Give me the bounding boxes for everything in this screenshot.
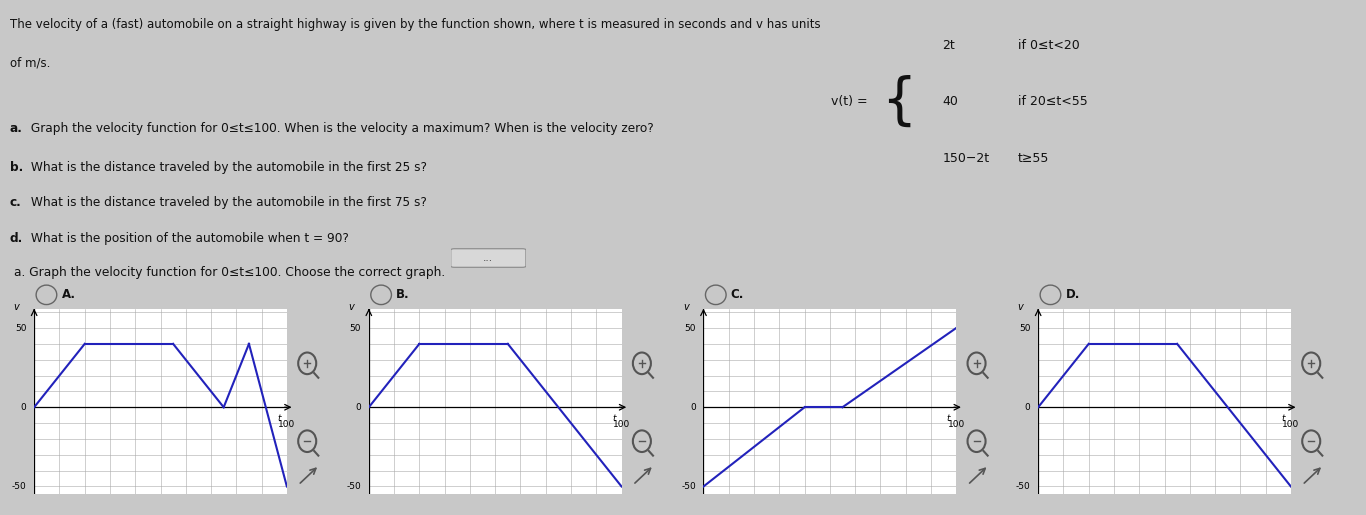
Text: -50: -50 [347, 482, 361, 491]
Text: of m/s.: of m/s. [10, 56, 51, 69]
Text: v: v [683, 302, 688, 313]
Text: d.: d. [10, 232, 23, 245]
Text: v: v [14, 302, 19, 313]
Text: 0: 0 [690, 403, 695, 412]
Text: What is the distance traveled by the automobile in the first 75 s?: What is the distance traveled by the aut… [27, 196, 428, 209]
Text: 2t: 2t [943, 39, 955, 53]
Text: 0: 0 [1024, 403, 1030, 412]
Text: a.: a. [10, 123, 22, 135]
Text: t: t [947, 414, 951, 423]
Text: 50: 50 [350, 323, 361, 333]
Text: -50: -50 [1016, 482, 1030, 491]
Text: B.: B. [396, 288, 410, 301]
Text: 100: 100 [279, 420, 295, 429]
Text: What is the distance traveled by the automobile in the first 25 s?: What is the distance traveled by the aut… [27, 161, 428, 174]
Text: {: { [881, 75, 917, 129]
Text: c.: c. [10, 196, 22, 209]
FancyBboxPatch shape [451, 249, 526, 267]
Text: The velocity of a (fast) automobile on a straight highway is given by the functi: The velocity of a (fast) automobile on a… [10, 18, 820, 31]
Text: 50: 50 [684, 323, 695, 333]
Text: t: t [612, 414, 616, 423]
Text: 50: 50 [1019, 323, 1030, 333]
Text: a. Graph the velocity function for 0≤t≤100. Choose the correct graph.: a. Graph the velocity function for 0≤t≤1… [14, 266, 445, 279]
Text: -50: -50 [682, 482, 695, 491]
Text: b.: b. [10, 161, 23, 174]
Text: t: t [1281, 414, 1285, 423]
Text: 100: 100 [613, 420, 630, 429]
Text: ...: ... [484, 253, 493, 263]
Text: 100: 100 [1283, 420, 1299, 429]
Text: -50: -50 [12, 482, 26, 491]
Text: What is the position of the automobile when t = 90?: What is the position of the automobile w… [27, 232, 350, 245]
Text: 150−2t: 150−2t [943, 151, 989, 165]
Text: Graph the velocity function for 0≤t≤100. When is the velocity a maximum? When is: Graph the velocity function for 0≤t≤100.… [27, 123, 654, 135]
Text: D.: D. [1065, 288, 1081, 301]
Text: t≥55: t≥55 [1018, 151, 1049, 165]
Text: if 0≤t<20: if 0≤t<20 [1018, 39, 1079, 53]
Text: v: v [1018, 302, 1023, 313]
Text: if 20≤t<55: if 20≤t<55 [1018, 95, 1087, 109]
Text: 0: 0 [355, 403, 361, 412]
Text: v(t) =: v(t) = [831, 95, 867, 109]
Text: C.: C. [731, 288, 744, 301]
Text: t: t [277, 414, 281, 423]
Text: v: v [348, 302, 354, 313]
Text: 100: 100 [948, 420, 964, 429]
Text: 50: 50 [15, 323, 26, 333]
Text: A.: A. [61, 288, 75, 301]
Text: 0: 0 [20, 403, 26, 412]
Text: 40: 40 [943, 95, 959, 109]
